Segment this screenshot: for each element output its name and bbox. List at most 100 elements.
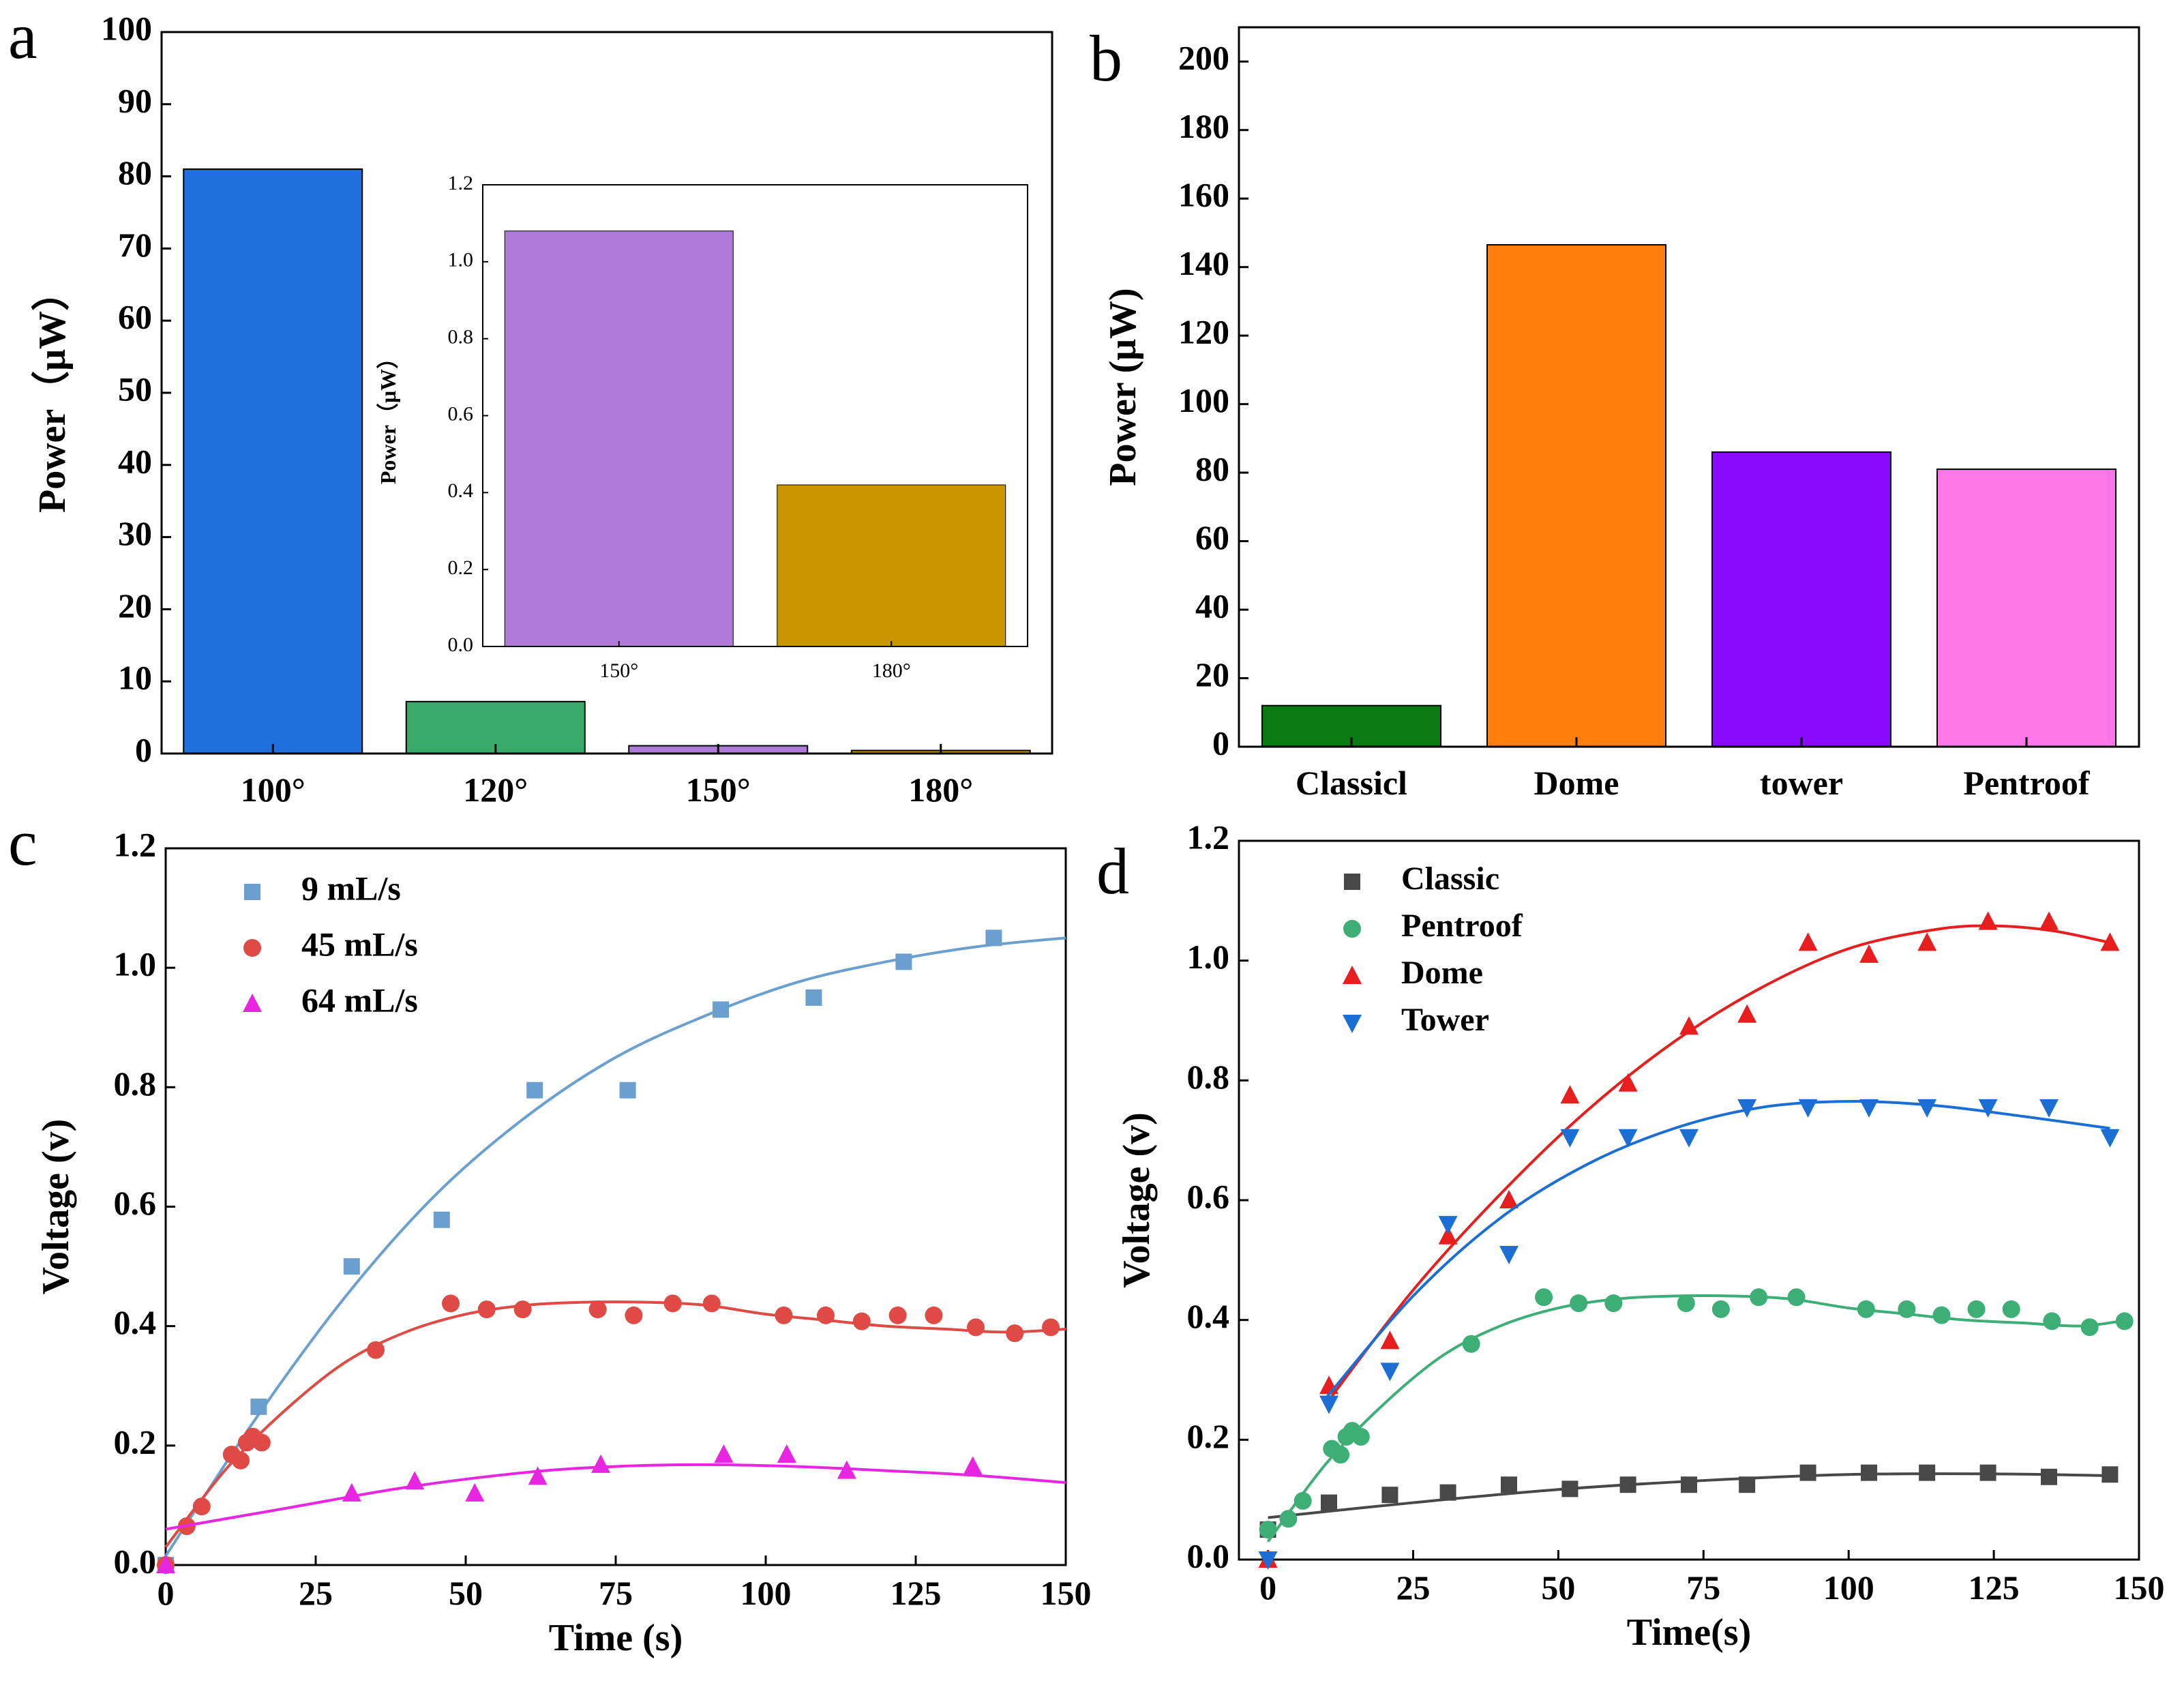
chart-d-ytick-label: 0.0 — [1187, 1536, 1230, 1575]
chart-b-ytick-label: 80 — [1195, 450, 1229, 488]
chart-c-point — [702, 1294, 721, 1313]
chart-c-point — [252, 1433, 271, 1452]
chart-d-point — [1618, 1129, 1638, 1148]
chart-d-point — [1861, 1464, 1877, 1481]
chart-d-point — [1604, 1294, 1623, 1313]
chart-d-xtick-label: 150 — [2114, 1568, 2165, 1607]
chart-c-point — [967, 1318, 985, 1337]
chart-c-xtick-label: 100 — [741, 1574, 792, 1612]
chart-c-ytick-label: 0.6 — [114, 1184, 157, 1222]
chart-b-ytick-label: 120 — [1178, 313, 1229, 351]
chart-c-ytick-label: 0.2 — [114, 1423, 157, 1461]
chart-d-point — [1917, 1099, 1937, 1118]
chart-d-point — [1380, 1330, 1400, 1350]
chart-d-point — [2043, 1312, 2061, 1330]
chart-c-ylabel: Voltage (v) — [35, 1119, 77, 1295]
chart-a-xtick-label: 180° — [908, 771, 973, 809]
chart-d-point — [2002, 1300, 2020, 1318]
chart-d-ytick-label: 0.8 — [1187, 1058, 1230, 1096]
chart-a-ytick-label: 10 — [118, 659, 152, 697]
chart-c-point — [1042, 1318, 1060, 1337]
chart-a-ytick-label: 0 — [135, 730, 152, 769]
chart-d-point — [2101, 1466, 2119, 1483]
chart-d-ytick-label: 0.2 — [1187, 1417, 1230, 1455]
chart-a-ytick-label: 30 — [118, 514, 152, 552]
chart-a-inset-xtick-label: 150° — [599, 659, 638, 682]
chart-c-fit-line — [165, 1463, 1066, 1531]
chart-d-point — [1462, 1335, 1480, 1353]
chart-c-point — [232, 1451, 250, 1470]
chart-a-xtick-label: 100° — [241, 771, 305, 809]
chart-d-point — [1279, 1510, 1298, 1528]
chart-c-point — [591, 1454, 610, 1473]
chart-d-point — [1978, 911, 1998, 930]
chart-a-ytick-label: 20 — [118, 586, 152, 625]
chart-d-point — [1439, 1484, 1456, 1501]
panel-label-d: d — [1096, 835, 1129, 908]
chart-d-point — [1619, 1476, 1636, 1493]
chart-c-legend-label: 45 mL/s — [301, 925, 418, 963]
chart-c-point — [775, 1306, 793, 1324]
chart-d-xtick-label: 100 — [1823, 1568, 1874, 1607]
chart-d: 0.0 0.2 0.4 0.6 0.8 1.0 1.2 Voltage (v) 0 25 50 75 1… — [1116, 818, 2165, 1654]
chart-d-legend-label: Classic — [1401, 861, 1499, 897]
chart-b-bar — [1711, 451, 1891, 747]
chart-c-xtick-label: 50 — [449, 1574, 483, 1612]
chart-d-point — [2080, 1318, 2099, 1337]
chart-b-xtick-label: Pentroof — [1963, 764, 2090, 802]
chart-d-point — [1679, 1129, 1699, 1148]
chart-d-point — [1351, 1427, 1370, 1446]
chart-b-ytick-label: 60 — [1195, 518, 1229, 556]
chart-c-xtick-label: 75 — [599, 1574, 633, 1612]
chart-b-ytick-label: 200 — [1178, 39, 1229, 77]
chart-d-point — [1737, 1099, 1757, 1118]
chart-d-point — [1499, 1246, 1519, 1265]
chart-a-inset-ytick-label: 0.8 — [448, 326, 474, 348]
chart-a-xtick-label: 120° — [463, 771, 528, 809]
chart-d-xtick-label: 125 — [1969, 1568, 2020, 1607]
chart-d-point — [1979, 1464, 1996, 1481]
chart-d-point — [1798, 1099, 1818, 1118]
chart-d-point — [1859, 944, 1879, 963]
chart-d-point — [1711, 1300, 1730, 1318]
chart-a-ytick-label: 50 — [118, 370, 152, 408]
chart-b-xtick-label: Dome — [1534, 764, 1619, 802]
chart-c-legend-label: 9 mL/s — [301, 869, 401, 907]
chart-a-inset-xtick-label: 180° — [872, 659, 911, 682]
chart-d-legend-label: Pentroof — [1401, 908, 1523, 944]
chart-c-point — [526, 1082, 543, 1099]
chart-d-point — [1499, 1190, 1519, 1208]
chart-d-point — [1919, 1464, 1936, 1481]
chart-b-bar — [1486, 244, 1666, 747]
chart-d-xtick-label: 50 — [1541, 1568, 1575, 1607]
chart-c-point — [433, 1211, 450, 1228]
chart-b-bar — [1936, 468, 2116, 747]
chart-c-point — [888, 1306, 907, 1324]
chart-a-ytick-label: 90 — [118, 81, 152, 119]
chart-c: 0.0 0.2 0.4 0.6 0.8 1.0 1.2 Voltage (v) 0 25 50 75 1… — [35, 825, 1092, 1659]
panel-label-a: a — [8, 0, 38, 72]
chart-a-inset-ytick-label: 0.2 — [448, 556, 474, 579]
chart-b-ylabel: Power (μW) — [1102, 288, 1144, 486]
chart-d-point — [1917, 932, 1937, 951]
chart-d-point — [1501, 1476, 1517, 1493]
chart-b-ytick-label: 0 — [1212, 724, 1229, 762]
chart-c-point — [477, 1300, 496, 1319]
chart-d-point — [1321, 1494, 1337, 1511]
chart-d-point — [1561, 1480, 1579, 1498]
chart-c-point — [619, 1082, 636, 1099]
chart-b-ytick-label: 40 — [1195, 587, 1229, 625]
chart-a-xtick-label: 150° — [686, 771, 751, 809]
chart-c-xlabel: Time (s) — [549, 1617, 683, 1659]
chart-a-bar — [183, 168, 363, 754]
panel-label-b: b — [1090, 22, 1122, 95]
chart-c-xtick-label: 0 — [158, 1574, 175, 1612]
chart-a-inset-ytick-label: 0.0 — [448, 634, 474, 656]
chart-d-point — [1319, 1395, 1338, 1414]
chart-d-point — [2115, 1312, 2134, 1330]
chart-c-point — [925, 1306, 943, 1324]
chart-d-ytick-label: 0.4 — [1187, 1297, 1230, 1335]
chart-d-xlabel: Time(s) — [1627, 1611, 1752, 1654]
chart-c-point — [817, 1306, 835, 1324]
